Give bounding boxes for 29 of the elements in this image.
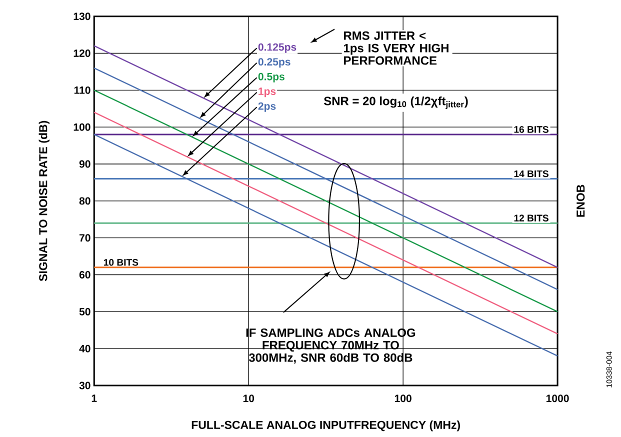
ref-line-label: 10 BITS bbox=[104, 258, 138, 266]
ref-line-label: 12 BITS bbox=[514, 214, 548, 222]
annotation: RMS JITTER < 1ps IS VERY HIGH PERFORMANCE bbox=[344, 31, 448, 65]
y-axis-title: SIGNAL TO NOISE RATE (dB) bbox=[38, 120, 50, 281]
text: 0.125ps bbox=[258, 43, 296, 53]
text: 1ps bbox=[258, 87, 276, 97]
text: 2ps bbox=[258, 102, 276, 112]
annotation: SNR = 20 log$_{10}$ (1/2χft$_{jitter}$) bbox=[324, 96, 468, 109]
x-tick-label: 1000 bbox=[546, 394, 569, 402]
y-tick-label: 100 bbox=[74, 123, 90, 131]
text: 0.5ps bbox=[258, 72, 284, 82]
x-tick-label: 1 bbox=[92, 394, 97, 402]
y-tick-label: 50 bbox=[79, 308, 90, 316]
y-tick-label: 70 bbox=[79, 234, 90, 242]
y-tick-label: 80 bbox=[79, 196, 90, 204]
y-tick-label: 40 bbox=[79, 344, 90, 352]
y-tick-label: 90 bbox=[79, 160, 90, 168]
x-tick-label: 100 bbox=[394, 394, 412, 402]
ref-line-label: 16 BITS bbox=[514, 126, 548, 133]
y-tick-label: 120 bbox=[74, 49, 90, 57]
ref-line-label: 14 BITS bbox=[514, 170, 548, 177]
y-tick-label: 130 bbox=[74, 12, 90, 20]
text: 0.25ps bbox=[258, 58, 290, 68]
y2-axis-title: ENOB bbox=[576, 184, 585, 217]
y-tick-label: 60 bbox=[79, 270, 90, 278]
y-tick-label: 30 bbox=[79, 382, 90, 390]
x-axis-title: FULL-SCALE ANALOG INPUTFREQUENCY (MHz) bbox=[192, 420, 460, 432]
x-tick-label: 10 bbox=[243, 394, 254, 402]
y-tick-label: 110 bbox=[74, 86, 90, 94]
